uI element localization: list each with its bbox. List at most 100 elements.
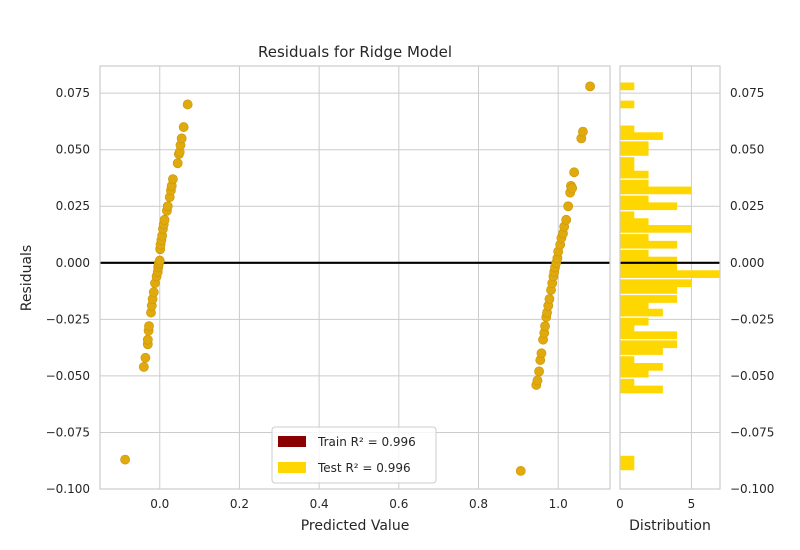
x-tick-label: 0.4 <box>310 497 329 511</box>
legend-swatch-test <box>278 462 306 473</box>
scatter-point <box>144 321 154 332</box>
distribution-bar <box>620 455 635 464</box>
distribution-bar <box>620 141 649 150</box>
scatter-point <box>182 99 193 110</box>
main-plot-area <box>100 66 610 489</box>
distribution-bar <box>620 163 635 172</box>
distribution-y-tick-label: −0.050 <box>730 369 774 383</box>
distribution-bar <box>620 363 663 371</box>
distribution-bar <box>620 157 635 165</box>
scatter-point <box>569 167 580 178</box>
distribution-bar <box>620 218 649 226</box>
distribution-y-ticks: −0.100 −0.075 −0.050 −0.025 0.000 0.025 0.050 0… <box>730 86 774 496</box>
y-tick-label: 0.075 <box>56 86 90 100</box>
distribution-bar <box>620 263 678 272</box>
x-tick-label: 0.2 <box>230 497 249 511</box>
legend: Train R² = 0.996 Test R² = 0.996 <box>271 426 437 484</box>
scatter-point <box>515 466 526 476</box>
scatter-point <box>561 214 572 225</box>
distribution-bar <box>620 378 635 387</box>
x-tick-label: 0.8 <box>469 497 488 511</box>
distribution-bar <box>620 295 678 303</box>
distribution-bar <box>620 225 692 233</box>
scatter-point <box>534 366 544 377</box>
scatter-point <box>162 201 173 212</box>
distribution-bar <box>620 347 663 355</box>
scatter-point <box>168 174 178 185</box>
scatter-point <box>154 255 165 266</box>
y-tick-label: −0.075 <box>46 425 90 439</box>
main-y-ticks: −0.100 −0.075 −0.050 −0.025 0.000 0.025 0.050 0… <box>46 86 90 496</box>
scatter-point <box>120 454 131 465</box>
x-tick-label: 0.0 <box>150 497 169 511</box>
distribution-bar <box>620 211 635 220</box>
distribution-y-tick-label: −0.075 <box>730 425 774 439</box>
distribution-y-tick-label: 0.050 <box>730 143 764 157</box>
legend-box <box>271 426 437 484</box>
distribution-bar <box>620 100 635 109</box>
distribution-y-tick-label: −0.025 <box>730 312 774 326</box>
y-tick-label: 0.050 <box>56 143 90 157</box>
main-axes: 0.0 0.2 0.4 0.6 0.8 1.0 −0.100−0.075−0.050−0.… <box>19 43 611 534</box>
scatter-point <box>578 126 588 137</box>
distribution-y-tick-label: −0.100 <box>730 482 774 496</box>
distribution-bar <box>620 286 678 294</box>
scatter-point <box>140 352 151 363</box>
scatter-point <box>178 122 189 132</box>
distribution-bar <box>620 324 635 333</box>
y-tick-label: 0.000 <box>56 256 90 270</box>
distribution-bar <box>620 369 649 378</box>
y-axis-label: Residuals <box>19 245 35 311</box>
distribution-bar <box>620 385 663 394</box>
distribution-bar <box>620 179 649 188</box>
legend-label-train: Train R² = 0.996 <box>317 435 416 449</box>
distribution-bar <box>620 82 635 91</box>
scatter-point <box>585 81 595 92</box>
scatter-point <box>540 321 550 332</box>
distribution-bar <box>620 256 678 265</box>
legend-label-test: Test R² = 0.996 <box>317 461 411 475</box>
distribution-bar <box>620 462 635 471</box>
distribution-bar <box>620 301 649 310</box>
distribution-y-tick-label: 0.025 <box>730 199 764 213</box>
distribution-bar <box>620 234 649 242</box>
y-tick-label: −0.100 <box>46 482 90 496</box>
distribution-bar <box>620 270 720 278</box>
scatter-point <box>138 361 149 372</box>
distribution-bar <box>620 195 649 204</box>
distribution-bar <box>620 308 663 317</box>
scatter-point <box>536 348 547 359</box>
distribution-bar <box>620 125 635 134</box>
distribution-y-tick-label: 0.000 <box>730 256 764 270</box>
x-tick-label: 0.6 <box>389 497 408 511</box>
scatter-points <box>120 81 595 476</box>
distribution-x-tick-label: 0 <box>616 497 624 511</box>
scatter-point <box>148 287 159 298</box>
distribution-bar <box>620 317 649 326</box>
distribution-bar <box>620 132 663 140</box>
scatter-point <box>532 375 543 386</box>
distribution-bar <box>620 249 649 258</box>
scatter-point <box>563 201 574 212</box>
chart-title: Residuals for Ridge Model <box>258 43 452 61</box>
x-axis-label: Predicted Value <box>301 518 410 534</box>
legend-swatch-train <box>278 436 306 447</box>
distribution-bar <box>620 170 649 179</box>
y-tick-label: 0.025 <box>56 199 90 213</box>
main-axes-frame <box>99 65 611 490</box>
scatter-point <box>142 334 153 345</box>
main-x-ticks: 0.0 0.2 0.4 0.6 0.8 1.0 <box>150 497 568 511</box>
distribution-x-tick-label: 5 <box>688 497 696 511</box>
distribution-bar <box>620 186 692 195</box>
distribution-bar <box>620 279 692 288</box>
distribution-axes-frame <box>619 65 721 490</box>
distribution-x-label: Distribution <box>629 518 711 534</box>
distribution-bars <box>620 82 720 471</box>
distribution-bar <box>620 331 678 340</box>
scatter-point <box>544 294 555 304</box>
scatter-point <box>159 214 170 225</box>
y-tick-label: −0.025 <box>46 312 90 326</box>
